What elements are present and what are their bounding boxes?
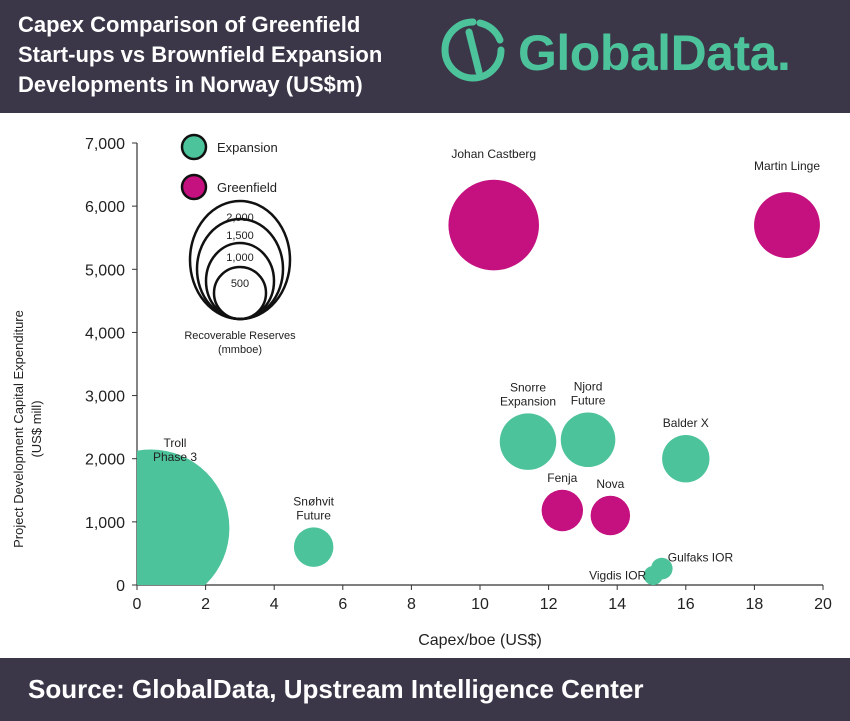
bubble-balder-x [662, 435, 710, 483]
x-tick-label: 14 [608, 596, 626, 613]
size-legend-ring [212, 265, 268, 321]
data-label-troll-phase-3: Phase 3 [153, 450, 197, 464]
footer-banner: Source: GlobalData, Upstream Intelligenc… [0, 658, 850, 721]
legend-label-greenfield: Greenfield [217, 180, 277, 195]
x-tick-label: 20 [814, 596, 832, 613]
header-banner: Capex Comparison of Greenfield Start-ups… [0, 0, 850, 113]
size-legend-label: 500 [231, 278, 249, 290]
data-label-njord-future: Future [571, 393, 606, 407]
bubble-troll-phase-3 [137, 449, 230, 585]
data-label-troll-phase-3: Troll [164, 436, 187, 450]
data-label-johan-castberg: Johan Castberg [451, 147, 536, 161]
data-label-balder-x: Balder X [663, 416, 709, 430]
y-axis-label: Project Development Capital Expenditure [11, 310, 26, 548]
x-tick-label: 18 [746, 596, 764, 613]
legend-swatch-greenfield [180, 173, 208, 201]
data-label-martin-linge: Martin Linge [754, 159, 820, 173]
x-tick-label: 12 [540, 596, 558, 613]
bubble-chart: 0 2 4 6 8 10 12 14 16 18 20 0 1,000 2,000 3,000 4,000 5,… [11, 133, 832, 649]
x-tick-label: 8 [407, 596, 416, 613]
data-label-snorre-expansion: Snorre [510, 380, 546, 394]
bubble-nova [590, 495, 631, 536]
bubble-martin-linge [754, 192, 820, 259]
bubble-njord-future [560, 412, 616, 468]
legend-label-expansion: Expansion [217, 140, 278, 155]
y-tick-label: 1,000 [85, 515, 125, 532]
bubble-vigdis-ior [643, 565, 663, 585]
size-legend-label: 1,500 [226, 230, 254, 242]
bubble-sn-hvit-future [293, 527, 334, 567]
bubble-johan-castberg [448, 179, 539, 271]
y-axis-label: (US$ mill) [29, 400, 44, 457]
source-note: Source: GlobalData, Upstream Intelligenc… [28, 674, 644, 704]
x-tick-label: 10 [471, 596, 489, 613]
data-label-sn-hvit-future: Snøhvit [293, 494, 334, 508]
data-label-snorre-expansion: Expansion [500, 394, 556, 408]
logo-dot: . [776, 25, 791, 81]
size-legend-title: (mmboe) [218, 344, 262, 356]
legend-swatch-expansion [180, 133, 208, 161]
y-tick-label: 2,000 [85, 452, 125, 469]
bubble-snorre-expansion [499, 413, 557, 470]
size-legend-title: Recoverable Reserves [184, 330, 296, 342]
title-line: Capex Comparison of Greenfield [18, 12, 361, 37]
x-tick-label: 16 [677, 596, 695, 613]
title-line: Start-ups vs Brownfield Expansion [18, 42, 383, 67]
logo-wordmark: GlobalData [518, 25, 777, 81]
y-tick-label: 3,000 [85, 389, 125, 406]
x-tick-label: 4 [270, 596, 279, 613]
data-label-njord-future: Njord [574, 379, 603, 393]
data-label-vigdis-ior: Vigdis IOR [589, 569, 646, 583]
y-tick-label: 6,000 [85, 199, 125, 216]
x-tick-label: 6 [338, 596, 347, 613]
y-tick-label: 7,000 [85, 136, 125, 153]
x-tick-label: 2 [201, 596, 210, 613]
y-tick-label: 4,000 [85, 325, 125, 342]
data-label-gulfaks-ior: Gulfaks IOR [668, 551, 734, 565]
data-label-fenja: Fenja [547, 471, 577, 485]
globaldata-logo-icon [441, 18, 505, 82]
x-axis-label: Capex/boe (US$) [418, 632, 542, 649]
chart-title: Capex Comparison of Greenfield Start-ups… [18, 10, 418, 100]
title-line: Developments in Norway (US$m) [18, 72, 363, 97]
globaldata-logo: GlobalData. [518, 20, 791, 86]
size-legend-label: 1,000 [226, 252, 254, 264]
x-tick-label: 0 [133, 596, 142, 613]
bubble-fenja [541, 489, 584, 532]
data-label-sn-hvit-future: Future [296, 508, 331, 522]
data-label-nova: Nova [596, 477, 624, 491]
y-tick-label: 5,000 [85, 262, 125, 279]
y-tick-label: 0 [116, 578, 125, 595]
